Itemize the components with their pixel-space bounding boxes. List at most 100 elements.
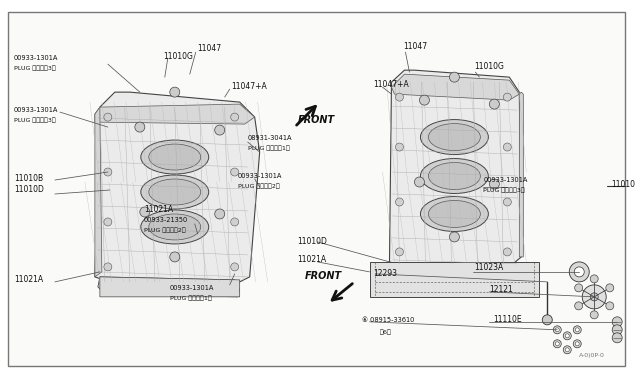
Circle shape — [396, 248, 403, 256]
Circle shape — [230, 263, 239, 271]
Text: ⑥ 08915-33610: ⑥ 08915-33610 — [362, 317, 414, 323]
Polygon shape — [519, 92, 524, 257]
Text: PLUG プラグ（2）: PLUG プラグ（2） — [144, 227, 186, 233]
Circle shape — [214, 125, 225, 135]
Circle shape — [563, 346, 572, 354]
Text: FRONT: FRONT — [305, 271, 342, 281]
Ellipse shape — [149, 144, 201, 170]
Text: PLUG プラグ（3）: PLUG プラグ（3） — [14, 65, 56, 71]
Circle shape — [214, 209, 225, 219]
Text: 11047: 11047 — [196, 44, 221, 53]
Text: 11023A: 11023A — [474, 263, 504, 272]
Circle shape — [582, 285, 606, 309]
Circle shape — [503, 143, 511, 151]
Circle shape — [565, 334, 569, 338]
Circle shape — [449, 72, 460, 82]
Text: 11047+A: 11047+A — [374, 80, 409, 89]
Circle shape — [575, 284, 582, 292]
Circle shape — [419, 95, 429, 105]
FancyBboxPatch shape — [8, 12, 625, 366]
Circle shape — [606, 284, 614, 292]
Polygon shape — [100, 277, 240, 297]
Circle shape — [575, 302, 582, 310]
Circle shape — [503, 198, 511, 206]
Text: 11047: 11047 — [403, 42, 428, 51]
Text: 11010G: 11010G — [163, 52, 193, 61]
Circle shape — [396, 143, 403, 151]
Circle shape — [590, 293, 598, 301]
Polygon shape — [95, 92, 260, 290]
Circle shape — [565, 348, 569, 352]
Circle shape — [573, 340, 581, 348]
Circle shape — [396, 93, 403, 101]
Ellipse shape — [149, 179, 201, 205]
Polygon shape — [392, 74, 519, 100]
Circle shape — [606, 302, 614, 310]
Circle shape — [556, 328, 559, 332]
Circle shape — [553, 340, 561, 348]
Text: PLUG プラグ（3）: PLUG プラグ（3） — [14, 117, 56, 123]
Circle shape — [490, 99, 499, 109]
Circle shape — [396, 198, 403, 206]
Ellipse shape — [141, 175, 209, 209]
Text: 11010D: 11010D — [14, 186, 44, 195]
Text: 00933-1301A: 00933-1301A — [483, 177, 528, 183]
Circle shape — [575, 328, 579, 332]
Ellipse shape — [428, 124, 481, 151]
Polygon shape — [98, 277, 240, 297]
Text: 08931-3041A: 08931-3041A — [248, 135, 292, 141]
Ellipse shape — [141, 140, 209, 174]
Circle shape — [590, 275, 598, 283]
Ellipse shape — [420, 196, 488, 231]
Text: PLUG プラグ（2）: PLUG プラグ（2） — [237, 183, 280, 189]
Circle shape — [170, 252, 180, 262]
Circle shape — [104, 113, 112, 121]
Text: FRONT: FRONT — [298, 115, 335, 125]
Ellipse shape — [149, 214, 201, 240]
Text: PLUG プラグ（1）: PLUG プラグ（1） — [170, 295, 212, 301]
Circle shape — [140, 207, 150, 217]
Circle shape — [612, 317, 622, 327]
Text: 12121: 12121 — [490, 285, 513, 294]
Circle shape — [230, 113, 239, 121]
Circle shape — [556, 342, 559, 346]
Circle shape — [542, 315, 552, 325]
Circle shape — [135, 122, 145, 132]
Text: 11010D: 11010D — [298, 237, 328, 246]
Polygon shape — [95, 107, 102, 277]
Circle shape — [449, 232, 460, 242]
Ellipse shape — [428, 201, 481, 227]
Text: 11110E: 11110E — [493, 315, 522, 324]
Text: 11021A: 11021A — [144, 205, 173, 215]
Circle shape — [503, 248, 511, 256]
Circle shape — [569, 262, 589, 282]
Circle shape — [230, 218, 239, 226]
Text: 11010B: 11010B — [14, 173, 43, 183]
Circle shape — [612, 325, 622, 335]
Ellipse shape — [141, 210, 209, 244]
Text: PLUG プラグ（1）: PLUG プラグ（1） — [248, 145, 289, 151]
Text: A·0)0P·0: A·0)0P·0 — [579, 353, 605, 358]
Ellipse shape — [420, 119, 488, 154]
Circle shape — [573, 326, 581, 334]
Circle shape — [575, 342, 579, 346]
Circle shape — [230, 168, 239, 176]
Circle shape — [490, 179, 499, 189]
Circle shape — [415, 177, 424, 187]
Text: 11010: 11010 — [611, 180, 635, 189]
Text: 11021A: 11021A — [14, 275, 43, 284]
Text: 11010G: 11010G — [474, 62, 504, 71]
Text: （6）: （6） — [380, 329, 392, 334]
Text: 00933-21350: 00933-21350 — [144, 217, 188, 223]
Ellipse shape — [428, 163, 481, 189]
Text: 11047+A: 11047+A — [232, 81, 268, 91]
Text: 11021A: 11021A — [298, 256, 327, 264]
Polygon shape — [369, 262, 540, 297]
Text: 12293: 12293 — [374, 269, 397, 278]
Circle shape — [553, 326, 561, 334]
Ellipse shape — [420, 158, 488, 193]
Circle shape — [104, 263, 112, 271]
Text: PLUG プラグ（3）: PLUG プラグ（3） — [483, 187, 525, 193]
Circle shape — [563, 332, 572, 340]
Circle shape — [503, 93, 511, 101]
